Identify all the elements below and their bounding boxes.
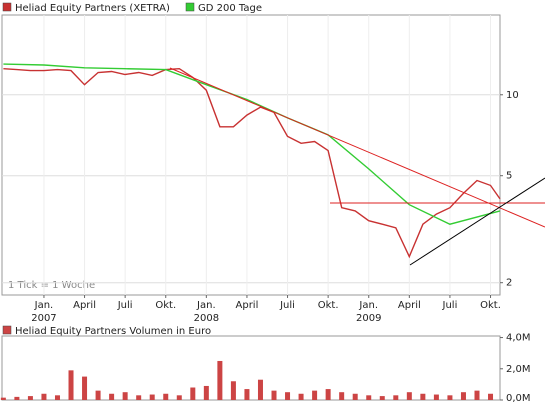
volume-bar (488, 393, 494, 400)
volume-bar (325, 389, 331, 400)
volume-bar (149, 394, 155, 400)
trendline (169, 67, 545, 228)
legend-swatch (2, 325, 12, 335)
volume-bar (176, 395, 182, 400)
x-tick-label: Jan. (196, 300, 216, 311)
y-tick-label: 0,0M (506, 393, 531, 404)
y-tick-label: 4,0M (506, 333, 531, 344)
x-tick-label: Jan. (34, 300, 54, 311)
legend-swatch (185, 2, 195, 12)
volume-bar (109, 393, 115, 400)
x-tick-label: Juli (279, 300, 295, 311)
volume-bar (447, 395, 453, 400)
volume-bar (460, 392, 466, 400)
volume-bar (203, 385, 209, 400)
x-tick-label: Okt. (480, 300, 501, 311)
volume-bar (379, 396, 385, 400)
trendline (409, 177, 545, 266)
volume-bar (298, 393, 304, 400)
volume-bar (95, 390, 101, 400)
x-tick-label: April (73, 300, 96, 311)
series-line (3, 63, 501, 225)
x-tick-label: Okt. (155, 300, 176, 311)
volume-bar (0, 397, 6, 400)
x-tick-label: Jan. (358, 300, 378, 311)
volume-bar (41, 393, 47, 400)
legend-label: GD 200 Tage (198, 3, 262, 14)
volume-bar (190, 387, 196, 400)
volume-title: Heliad Equity Partners Volumen in Euro (15, 326, 211, 337)
volume-bar (339, 392, 345, 400)
volume-bar (257, 379, 263, 400)
y-tick-label: 2 (506, 278, 512, 289)
volume-bar (230, 381, 236, 400)
x-tick-label: Juli (117, 300, 133, 311)
plot-frame (1, 14, 501, 296)
x-year-label: 2007 (31, 313, 56, 324)
volume-bar (163, 393, 169, 400)
volume-bar (393, 395, 399, 400)
x-year-label: 2008 (194, 313, 219, 324)
volume-bar (82, 376, 88, 400)
volume-bar (68, 370, 74, 400)
y-tick-label: 5 (506, 171, 512, 182)
x-year-label: 2009 (356, 313, 381, 324)
volume-bar (217, 360, 223, 400)
volume-bar (14, 396, 20, 400)
volume-bar (122, 392, 128, 400)
annotation: 1 Tick = 1 Woche (8, 280, 95, 291)
y-tick-label: 2,0M (506, 364, 531, 375)
y-tick-label: 10 (506, 90, 519, 101)
x-tick-label: Juli (442, 300, 458, 311)
series-line (3, 67, 501, 259)
volume-bar (285, 392, 291, 400)
trendlines (169, 67, 545, 266)
volume-bar (27, 396, 33, 400)
volume-bar (312, 390, 318, 400)
x-tick-label: April (236, 300, 259, 311)
volume-bar (271, 390, 277, 400)
volume-bar (352, 393, 358, 400)
volume-frame (1, 335, 501, 401)
volume-bar (433, 394, 439, 400)
x-tick-label: April (398, 300, 421, 311)
volume-bar (366, 395, 372, 400)
legend-label: Heliad Equity Partners (XETRA) (15, 3, 170, 14)
volume-bar (406, 392, 412, 400)
volume-bar (136, 395, 142, 400)
x-tick-label: Okt. (318, 300, 339, 311)
volume-bar (244, 389, 250, 400)
volume-bar (474, 390, 480, 400)
volume-bar (420, 393, 426, 400)
volume-bar (54, 395, 60, 400)
legend-swatch (2, 2, 12, 12)
